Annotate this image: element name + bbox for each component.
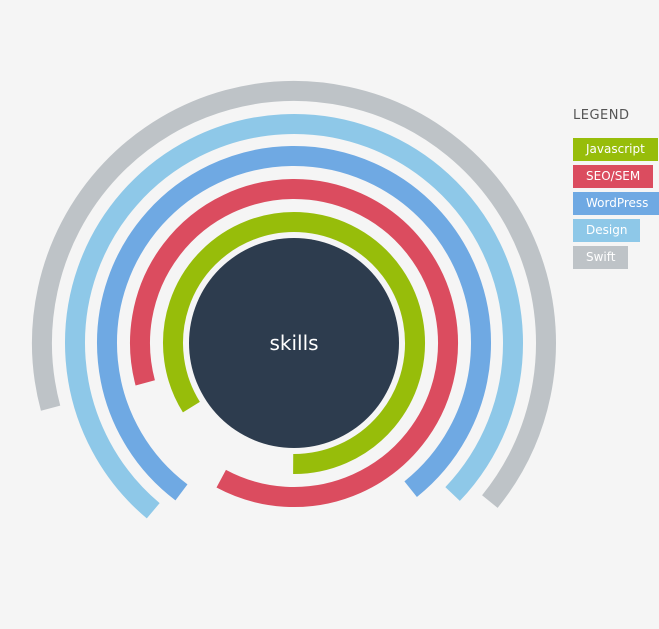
legend-item-swift[interactable]: Swift xyxy=(573,246,629,269)
legend: LEGEND Javascript SEO/SEM WordPress Design S… xyxy=(573,108,659,273)
arc-javascript xyxy=(163,212,425,475)
arc-seo-sem xyxy=(130,179,458,507)
arc-design xyxy=(65,114,523,519)
skill-arcs xyxy=(32,80,556,519)
arc-wordpress xyxy=(97,146,491,501)
legend-item-seo-sem[interactable]: SEO/SEM xyxy=(573,165,654,188)
legend-title: LEGEND xyxy=(573,108,630,123)
legend-item-design[interactable]: Design xyxy=(573,219,641,242)
arc-swift xyxy=(32,80,556,508)
legend-item-javascript[interactable]: Javascript xyxy=(573,138,658,161)
center-circle xyxy=(189,238,399,448)
legend-item-wordpress[interactable]: WordPress xyxy=(573,192,659,215)
